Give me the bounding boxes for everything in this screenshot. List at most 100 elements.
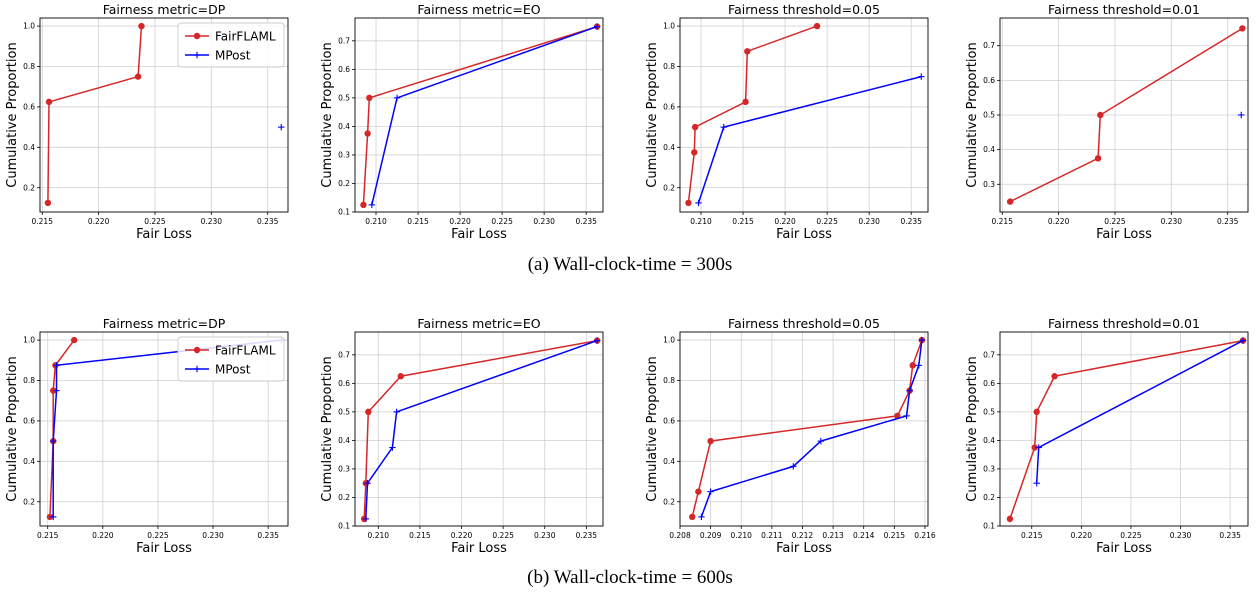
subplot-4: 0.215 0.220 0.225 0.230 0.235 0.2 0.4 0.6 0.8 1.0… (5, 316, 289, 556)
mpost-point (790, 463, 797, 470)
x-axis-label: Fair Loss (776, 541, 832, 556)
series-line-mpost (700, 340, 923, 518)
x-tick-label: 0.220 (88, 217, 110, 226)
mpost-point (918, 73, 925, 80)
x-tick-label: 0.212 (792, 531, 814, 540)
series-line-mpost (697, 75, 922, 204)
x-tick-label: 0.216 (914, 531, 936, 540)
mpost-point (593, 337, 601, 344)
fairflaml-point (744, 48, 751, 55)
plot-frame (354, 17, 604, 213)
x-tick-label: 0.215 (884, 531, 906, 540)
fairflaml-point (707, 437, 714, 445)
legend-label: FairFLAML (215, 30, 276, 44)
y-tick-label: 0.3 (338, 150, 350, 159)
mpost-point (707, 488, 714, 495)
series-line-fairflaml (47, 26, 143, 203)
subplot-3: 0.215 0.220 0.225 0.230 0.235 0.3 0.4 0.5 0.6 0.7… (965, 2, 1249, 242)
fairflaml-point (909, 362, 916, 369)
subplot-title: Fairness metric=DP (103, 316, 226, 331)
fairflaml-point (691, 123, 699, 131)
y-tick-label: 0.1 (338, 522, 350, 531)
mpost-point (915, 362, 923, 369)
fairflaml-point (366, 94, 373, 102)
plot-frame (999, 331, 1249, 527)
x-tick-label: 0.225 (816, 217, 838, 226)
y-tick-label: 0.4 (338, 122, 350, 131)
x-tick-label: 0.235 (1219, 531, 1241, 540)
x-tick-label: 0.230 (858, 217, 880, 226)
plot-frame (679, 17, 929, 213)
x-tick-label: 0.230 (202, 531, 224, 540)
plot-frame (39, 17, 289, 213)
fairflaml-point (70, 336, 78, 344)
x-tick-label: 0.210 (365, 217, 387, 226)
subplot-0: 0.215 0.220 0.225 0.230 0.235 0.2 0.4 0.6 0.8 1.0… (5, 2, 289, 242)
y-tick-label: 0.8 (663, 376, 675, 385)
mpost-point (698, 513, 705, 521)
plot-frame (39, 331, 289, 527)
series-line-fairflaml (691, 339, 923, 518)
fairflaml-point (691, 149, 698, 156)
legend-marker-circle (193, 346, 201, 354)
x-axis-label: Fair Loss (1096, 227, 1152, 242)
y-axis-label: Cumulative Proportion (965, 356, 980, 501)
y-axis-label: Cumulative Proportion (645, 356, 660, 501)
mpost-point (53, 387, 60, 394)
subplot-title: Fairness threshold=0.01 (1048, 2, 1200, 17)
x-tick-label: 0.220 (449, 217, 471, 226)
x-tick-label: 0.225 (144, 217, 166, 226)
x-tick-label: 0.215 (32, 217, 54, 226)
mpost-point (918, 336, 926, 344)
y-tick-label: 0.4 (983, 436, 995, 445)
y-tick-label: 0.2 (983, 493, 995, 502)
subplot-title: Fairness metric=EO (417, 2, 540, 17)
y-tick-label: 1.0 (23, 336, 35, 345)
fairflaml-point (1006, 515, 1014, 523)
x-axis-label: Fair Loss (136, 541, 192, 556)
mpost-point (278, 123, 285, 131)
mpost-point (903, 412, 910, 420)
x-tick-label: 0.235 (257, 531, 279, 540)
x-tick-label: 0.230 (201, 217, 223, 226)
subplot-title: Fairness threshold=0.01 (1048, 316, 1200, 331)
y-tick-label: 0.5 (983, 111, 995, 120)
x-tick-label: 0.225 (492, 531, 514, 540)
x-tick-label: 0.220 (1071, 531, 1093, 540)
x-tick-label: 0.235 (576, 531, 598, 540)
x-tick-label: 0.230 (534, 531, 556, 540)
mpost-point (50, 437, 57, 445)
mpost-point (368, 201, 376, 209)
subplot-title: Fairness metric=EO (417, 316, 540, 331)
series-line-mpost (371, 25, 598, 206)
fairflaml-point (50, 387, 57, 394)
x-tick-label: 0.220 (92, 531, 114, 540)
mpost-point (1239, 337, 1247, 344)
subplot-2: 0.210 0.215 0.220 0.225 0.230 0.235 0.2 0.4 0.6 0… (645, 2, 929, 242)
series-line-fairflaml (1009, 339, 1244, 520)
series-line-fairflaml (362, 25, 598, 205)
x-axis-label: Fair Loss (1096, 541, 1152, 556)
fairflaml-point (134, 73, 142, 80)
fairflaml-point (46, 513, 54, 521)
y-tick-label: 0.6 (338, 65, 350, 74)
x-tick-label: 0.215 (407, 217, 429, 226)
fairflaml-point (1033, 408, 1040, 416)
plot-frame (354, 331, 604, 527)
fairflaml-point (1031, 444, 1038, 451)
mpost-point (1035, 444, 1042, 451)
x-tick-label: 0.213 (822, 531, 844, 540)
y-tick-label: 0.2 (23, 183, 35, 192)
fairflaml-point (397, 373, 404, 380)
x-tick-label: 0.220 (451, 531, 473, 540)
mpost-point (1033, 480, 1040, 487)
x-tick-label: 0.215 (1021, 531, 1043, 540)
y-axis-label: Cumulative Proportion (320, 356, 335, 501)
x-tick-label: 0.210 (730, 531, 752, 540)
x-tick-label: 0.225 (491, 217, 513, 226)
y-tick-label: 0.6 (23, 416, 35, 425)
x-tick-label: 0.235 (257, 217, 279, 226)
fairflaml-point (1094, 155, 1102, 162)
x-tick-label: 0.235 (575, 217, 597, 226)
